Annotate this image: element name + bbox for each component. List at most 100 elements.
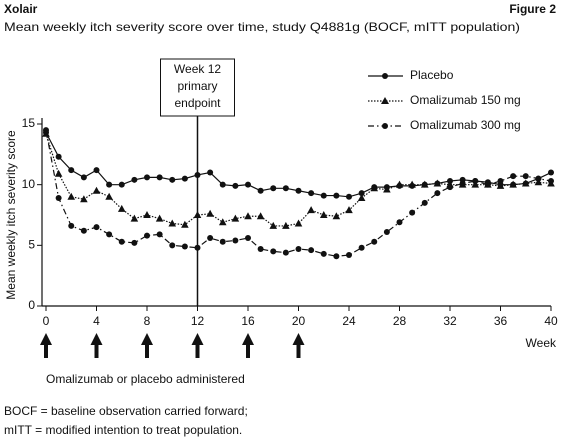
legend-marker [381, 97, 389, 104]
marker [496, 181, 505, 189]
marker [433, 179, 442, 187]
x-tick-label: 24 [342, 314, 356, 328]
marker [169, 242, 176, 249]
marker [269, 221, 278, 229]
marker [319, 211, 328, 218]
chart-title: Mean weekly itch severity score over tim… [4, 20, 520, 34]
marker [80, 195, 88, 203]
marker [282, 221, 290, 229]
marker [55, 153, 62, 160]
marker [357, 194, 366, 202]
x-tick-label: 4 [93, 314, 100, 328]
marker [68, 167, 75, 174]
x-tick-label: 20 [292, 314, 306, 328]
marker [168, 219, 177, 227]
marker [144, 174, 150, 181]
dosing-arrow [141, 333, 153, 358]
marker [105, 192, 113, 200]
annotation-text: Week 12 [174, 62, 221, 76]
x-axis-label: Week [526, 336, 557, 350]
marker [383, 228, 390, 235]
marker [395, 180, 404, 188]
marker [181, 220, 189, 228]
marker [118, 181, 125, 188]
marker [383, 185, 391, 193]
y-tick-label: 10 [22, 177, 36, 191]
marker [207, 235, 214, 242]
marker [67, 192, 76, 200]
marker [207, 169, 214, 176]
marker [346, 252, 352, 259]
marker [245, 181, 251, 188]
marker [548, 169, 554, 176]
marker [257, 245, 264, 252]
footnote: mITT = modified intention to treat popul… [4, 423, 242, 437]
marker [282, 185, 289, 192]
marker [156, 231, 163, 238]
marker [510, 173, 517, 180]
x-tick-label: 16 [241, 314, 255, 328]
marker [332, 212, 341, 220]
marker [370, 184, 379, 192]
marker [68, 222, 75, 229]
y-tick-label: 0 [28, 298, 35, 312]
y-tick-label: 15 [22, 116, 36, 130]
marker [308, 190, 315, 197]
marker [194, 244, 201, 251]
marker [181, 175, 188, 182]
marker [232, 182, 239, 189]
footnote: BOCF = baseline observation carried forw… [4, 404, 248, 418]
y-axis-label: Mean weekly itch severity score [4, 130, 18, 300]
marker [80, 227, 87, 234]
marker [193, 211, 202, 218]
marker [270, 185, 277, 192]
marker [522, 173, 529, 180]
marker [521, 179, 530, 187]
marker [282, 249, 289, 256]
x-tick-label: 0 [43, 314, 50, 328]
annotation-text: endpoint [174, 96, 221, 110]
marker [219, 181, 226, 188]
annotation-text: primary [177, 79, 217, 93]
marker [106, 231, 113, 238]
dosing-label: Omalizumab or placebo administered [46, 372, 245, 386]
marker [295, 187, 302, 194]
marker [155, 214, 164, 222]
marker [131, 176, 138, 183]
marker [270, 248, 277, 255]
marker [308, 247, 315, 254]
marker [117, 204, 126, 212]
marker [54, 169, 63, 177]
marker [181, 243, 188, 250]
marker [497, 178, 504, 185]
series-line [45, 133, 552, 227]
marker [257, 187, 264, 194]
marker [320, 250, 327, 257]
marker [534, 178, 543, 186]
marker [409, 209, 416, 216]
marker [459, 180, 466, 187]
marker [55, 195, 62, 202]
y-tick-label: 5 [28, 238, 35, 252]
marker [447, 184, 453, 191]
marker [509, 180, 517, 188]
marker [92, 186, 101, 194]
dosing-arrow [292, 333, 305, 358]
marker [80, 174, 87, 181]
x-tick-label: 40 [544, 314, 558, 328]
marker [232, 237, 239, 244]
marker [434, 190, 441, 197]
marker [358, 244, 365, 251]
marker [219, 238, 226, 245]
annotation-box [160, 58, 235, 117]
marker [421, 199, 428, 206]
marker [245, 235, 251, 242]
legend-marker [382, 73, 388, 79]
marker [169, 176, 176, 183]
dosing-arrow [242, 333, 254, 358]
x-tick-label: 12 [191, 314, 205, 328]
marker [420, 180, 429, 188]
marker [256, 212, 265, 220]
dosing-arrow [191, 333, 204, 358]
